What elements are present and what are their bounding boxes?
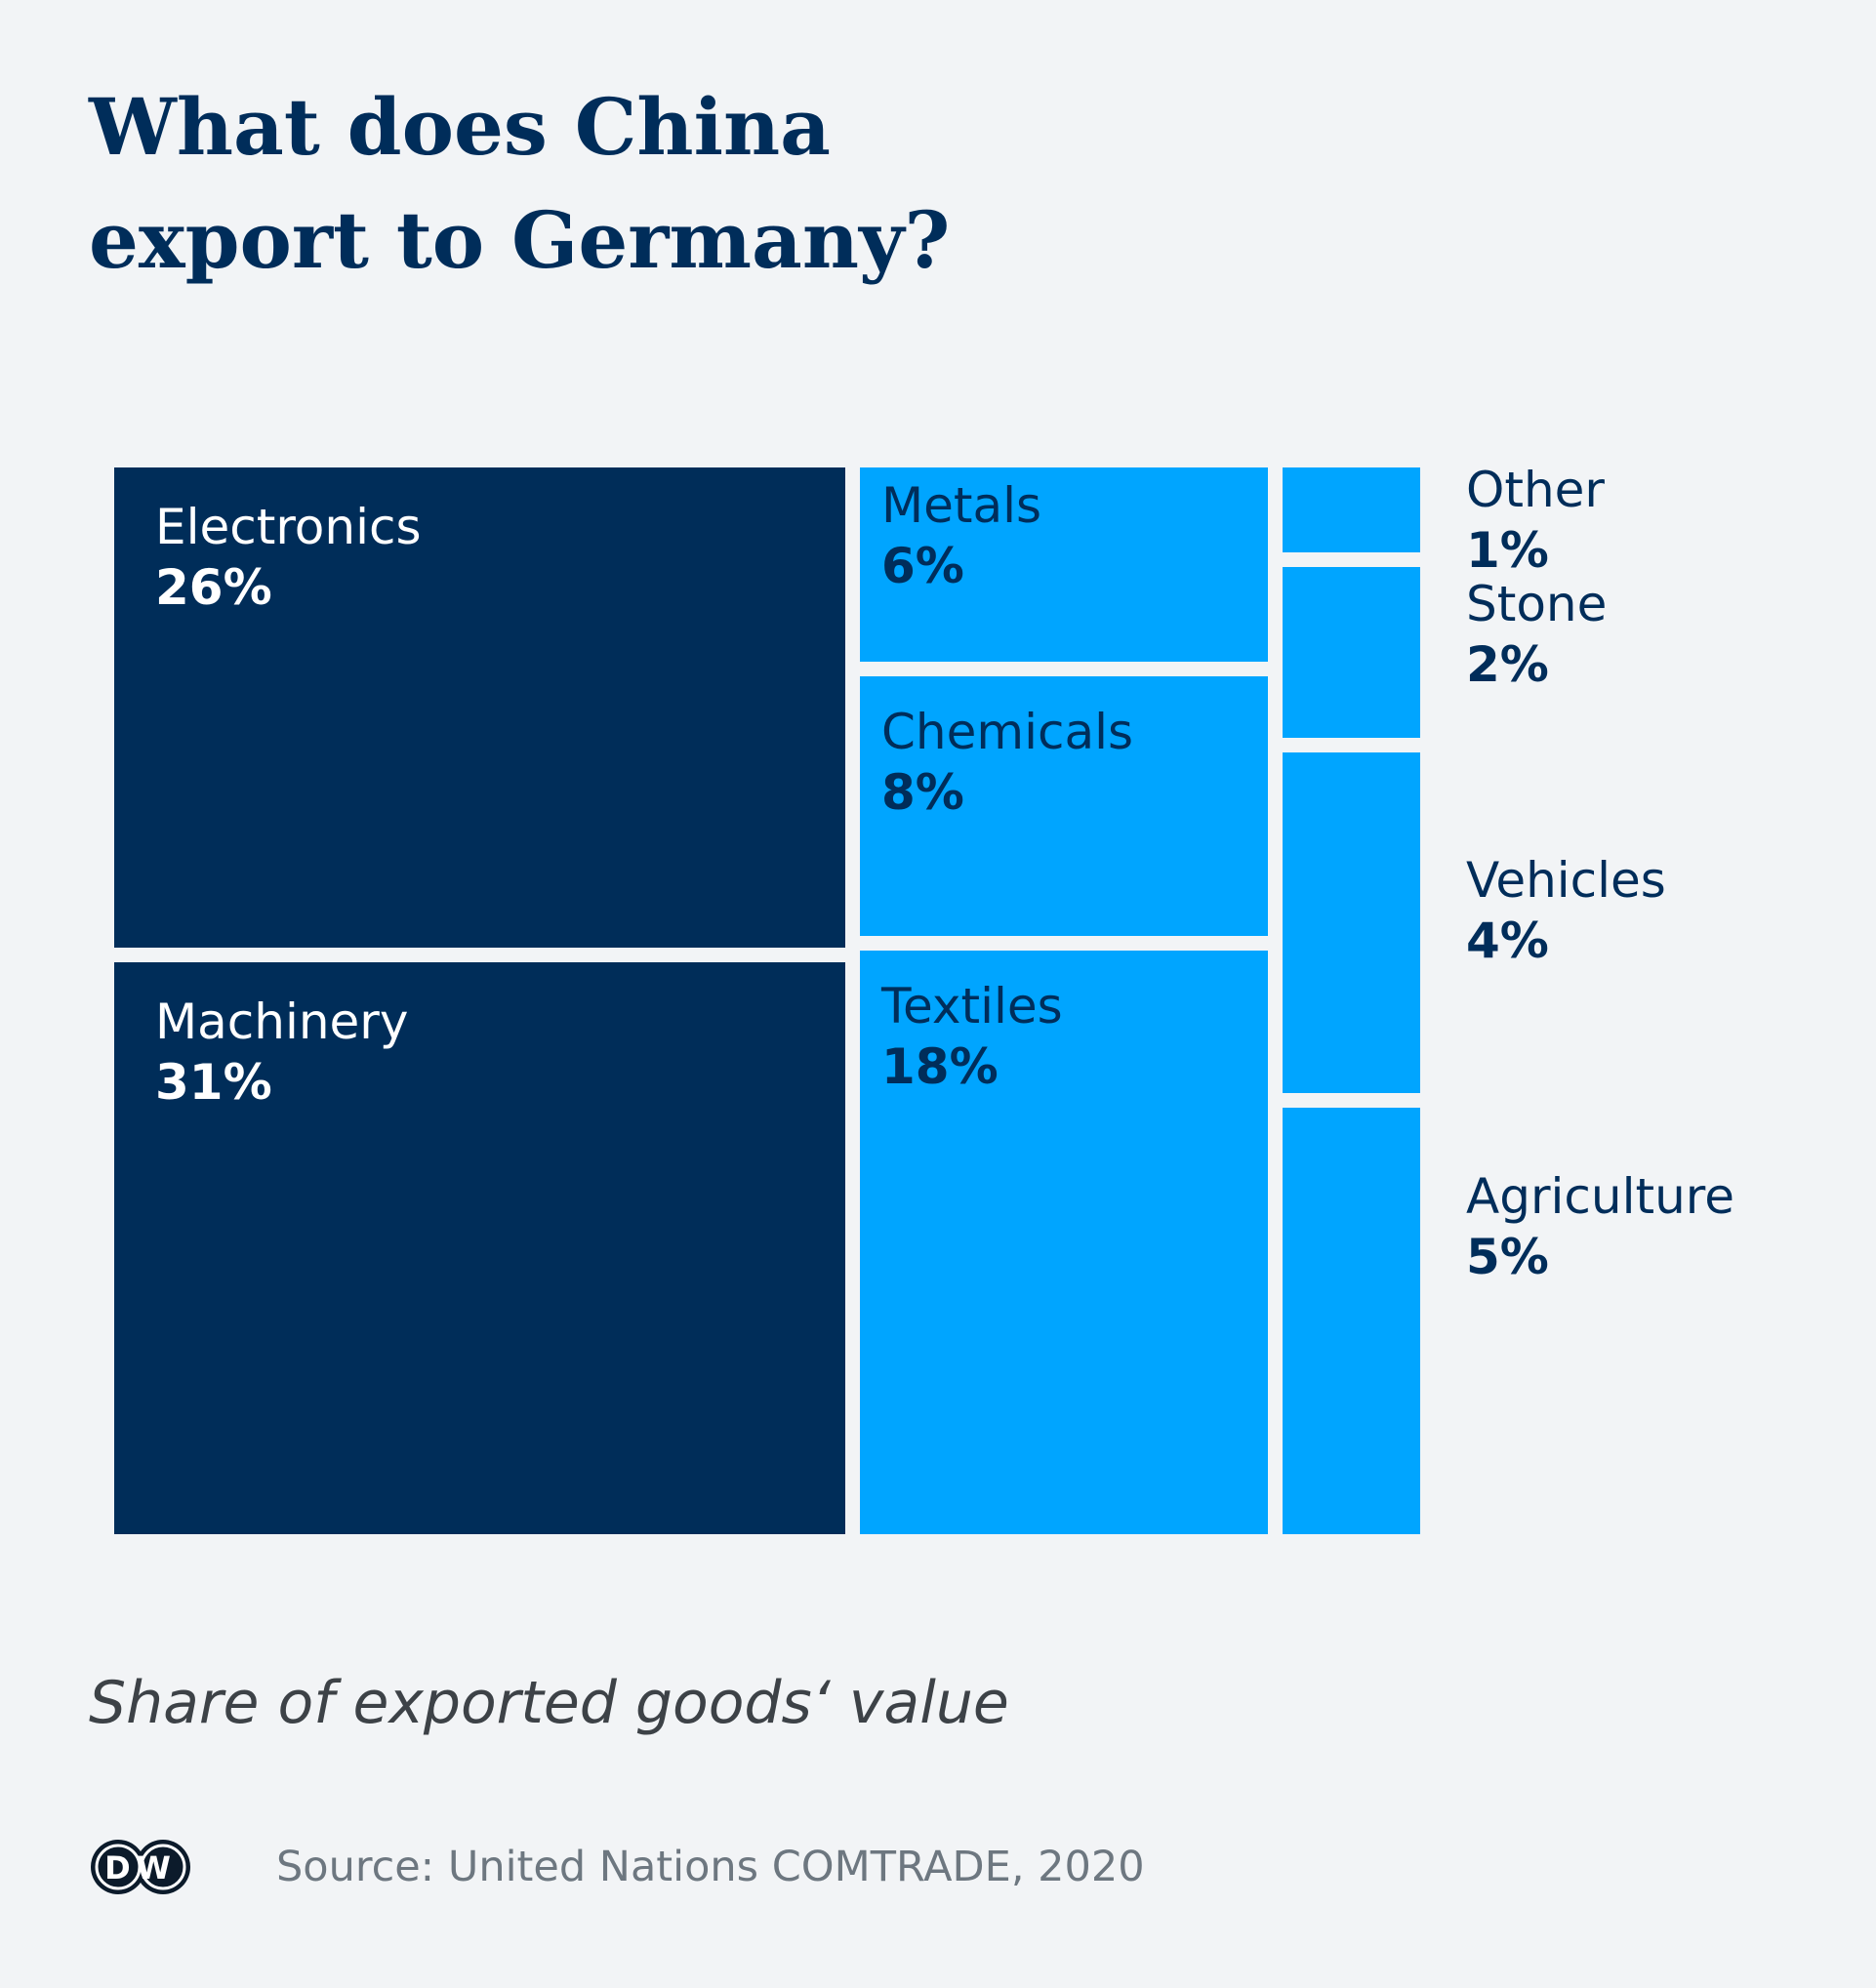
chart-title-line-2: export to Germany? [89, 194, 951, 286]
category-label: Other [1466, 462, 1605, 518]
value-label: 18% [881, 1038, 999, 1096]
tile-label-textiles: Textiles 18% [881, 976, 1063, 1097]
svg-text:DW: DW [104, 1849, 177, 1887]
value-label: 6% [881, 538, 964, 594]
tile-label-metals: Metals 6% [881, 475, 1041, 596]
tile-metals [860, 467, 1268, 663]
value-label: 1% [1466, 522, 1549, 579]
value-label: 31% [155, 1053, 272, 1111]
tile-label-vehicles: Vehicles 4% [1466, 850, 1666, 971]
tile-stone [1283, 567, 1420, 738]
value-label: 5% [1466, 1229, 1549, 1286]
source-note: Source: United Nations COMTRADE, 2020 [276, 1843, 1145, 1891]
tile-label-agriculture: Agriculture 5% [1466, 1166, 1734, 1287]
tile-electronics [114, 467, 845, 948]
tile-label-electronics: Electronics 26% [155, 497, 422, 618]
tile-label-stone: Stone 2% [1466, 574, 1607, 695]
chart-title-line-1: What does China [89, 81, 831, 173]
tile-textiles [860, 951, 1268, 1534]
dw-logo-icon: DW [91, 1840, 190, 1894]
chart-subtitle: Share of exported goods‘ value [89, 1669, 1009, 1737]
category-label: Stone [1466, 576, 1608, 633]
value-label: 4% [1466, 913, 1549, 969]
value-label: 26% [155, 559, 272, 616]
category-label: Metals [881, 477, 1042, 534]
tile-machinery [114, 961, 845, 1534]
tile-label-chemicals: Chemicals 8% [881, 702, 1133, 823]
tile-chemicals [860, 676, 1268, 937]
category-label: Chemicals [881, 704, 1134, 761]
category-label: Machinery [155, 993, 409, 1050]
tile-label-machinery: Machinery 31% [155, 992, 408, 1113]
category-label: Agriculture [1466, 1168, 1734, 1226]
tile-agriculture [1283, 1108, 1420, 1534]
chart-title: What does China export to Germany? [89, 70, 1260, 297]
category-label: Vehicles [1466, 852, 1666, 909]
category-label: Textiles [881, 978, 1063, 1035]
tile-vehicles [1283, 752, 1420, 1094]
category-label: Electronics [155, 499, 422, 555]
tile-label-other: Other 1% [1466, 460, 1605, 581]
value-label: 2% [1466, 636, 1549, 694]
tile-other [1283, 467, 1420, 553]
value-label: 8% [881, 764, 964, 822]
